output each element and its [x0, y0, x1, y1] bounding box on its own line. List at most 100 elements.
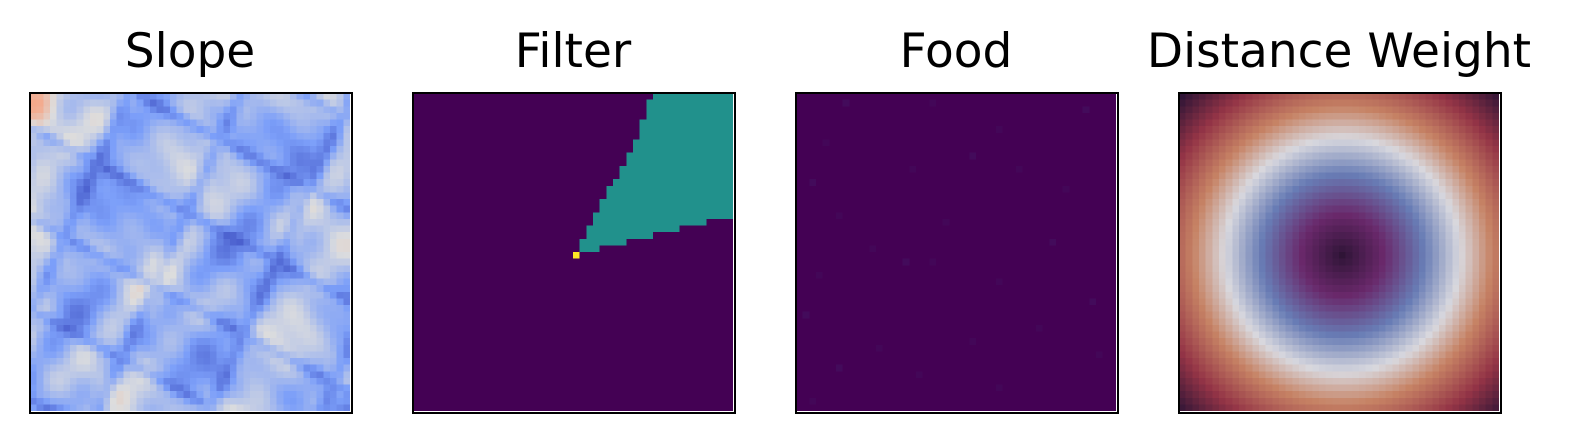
heatmap-cell	[713, 126, 720, 133]
heatmap-cell	[453, 305, 460, 312]
heatmap-cell	[237, 232, 244, 239]
heatmap-cell	[626, 285, 633, 292]
heatmap-cell	[270, 226, 277, 233]
heatmap-cell	[553, 139, 560, 146]
heatmap-cell	[983, 100, 990, 107]
heatmap-cell	[297, 371, 304, 378]
heatmap-cell	[70, 404, 77, 411]
heatmap-cell	[466, 199, 473, 206]
heatmap-cell	[50, 305, 57, 312]
heatmap-cell	[303, 385, 310, 392]
heatmap-cell	[290, 345, 297, 352]
heatmap-cell	[606, 199, 613, 206]
heatmap-cell	[1076, 106, 1083, 113]
heatmap-cell	[633, 186, 640, 193]
heatmap-cell	[283, 385, 290, 392]
heatmap-cell	[929, 106, 936, 113]
heatmap-cell	[70, 358, 77, 365]
heatmap-cell	[317, 179, 324, 186]
heatmap-cell	[223, 358, 230, 365]
heatmap-cell	[337, 378, 344, 385]
heatmap-cell	[277, 206, 284, 213]
heatmap-cell	[513, 265, 520, 272]
heatmap-cell	[713, 212, 720, 219]
heatmap-cell	[566, 332, 573, 339]
heatmap-cell	[486, 186, 493, 193]
heatmap-cell	[480, 358, 487, 365]
heatmap-cell	[63, 345, 70, 352]
heatmap-cell	[30, 192, 37, 199]
heatmap-cell	[323, 285, 330, 292]
heatmap-cell	[323, 139, 330, 146]
heatmap-cell	[580, 173, 587, 180]
heatmap-cell	[640, 332, 647, 339]
heatmap-cell	[433, 371, 440, 378]
heatmap-cell	[330, 226, 337, 233]
heatmap-cell	[277, 179, 284, 186]
heatmap-cell	[290, 199, 297, 206]
heatmap-cell	[70, 245, 77, 252]
heatmap-cell	[673, 404, 680, 411]
heatmap-cell	[343, 279, 350, 286]
heatmap-cell	[956, 106, 963, 113]
heatmap-cell	[310, 146, 317, 153]
heatmap-cell	[263, 126, 270, 133]
heatmap-cell	[413, 219, 420, 226]
heatmap-cell	[573, 371, 580, 378]
heatmap-cell	[137, 259, 144, 266]
heatmap-cell	[613, 100, 620, 107]
heatmap-cell	[613, 199, 620, 206]
heatmap-cell	[526, 391, 533, 398]
heatmap-cell	[290, 338, 297, 345]
heatmap-cell	[43, 93, 50, 100]
heatmap-cell	[150, 139, 157, 146]
heatmap-cell	[606, 279, 613, 286]
heatmap-cell	[720, 212, 727, 219]
heatmap-cell	[540, 179, 547, 186]
heatmap-cell	[323, 358, 330, 365]
heatmap-cell	[593, 120, 600, 127]
heatmap-cell	[43, 292, 50, 299]
heatmap-cell	[666, 398, 673, 405]
heatmap-cell	[726, 365, 733, 372]
heatmap-cell	[426, 232, 433, 239]
heatmap-cell	[263, 312, 270, 319]
heatmap-cell	[257, 252, 264, 259]
heatmap-cell	[270, 232, 277, 239]
heatmap-cell	[413, 365, 420, 372]
heatmap-cell	[613, 239, 620, 246]
heatmap-cell	[593, 106, 600, 113]
heatmap-cell	[1109, 126, 1116, 133]
heatmap-cell	[693, 325, 700, 332]
heatmap-cell	[693, 385, 700, 392]
heatmap-cell	[263, 265, 270, 272]
heatmap-cell	[83, 404, 90, 411]
heatmap-cell	[57, 106, 64, 113]
heatmap-cell	[640, 199, 647, 206]
heatmap-cell	[303, 345, 310, 352]
heatmap-cell	[323, 212, 330, 219]
heatmap-cell	[303, 173, 310, 180]
heatmap-cell	[70, 159, 77, 166]
heatmap-cell	[653, 292, 660, 299]
heatmap-cell	[37, 378, 44, 385]
heatmap-cell	[586, 325, 593, 332]
heatmap-cell	[620, 404, 627, 411]
heatmap-cell	[250, 365, 257, 372]
heatmap-cell	[223, 292, 230, 299]
heatmap-cell	[230, 378, 237, 385]
heatmap-cell	[137, 219, 144, 226]
heatmap-cell	[500, 252, 507, 259]
heatmap-cell	[50, 338, 57, 345]
heatmap-cell	[480, 325, 487, 332]
heatmap-cell	[646, 239, 653, 246]
heatmap-cell	[660, 298, 667, 305]
heatmap-cell	[533, 232, 540, 239]
heatmap-cell	[700, 173, 707, 180]
heatmap-cell	[843, 126, 850, 133]
heatmap-cell	[969, 93, 976, 100]
heatmap-cell	[263, 153, 270, 160]
heatmap-cell	[923, 126, 930, 133]
heatmap-cell	[303, 332, 310, 339]
heatmap-cell	[453, 179, 460, 186]
